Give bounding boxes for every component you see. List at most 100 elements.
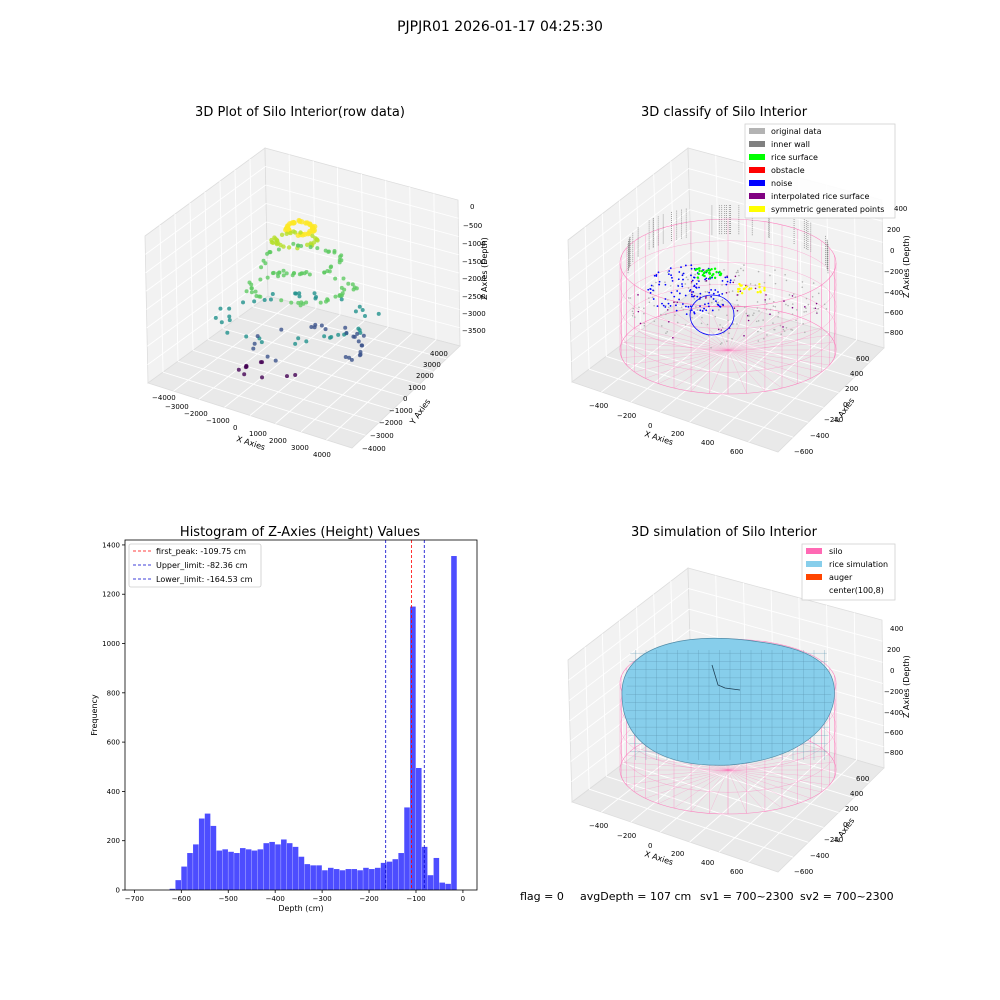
histogram-bar bbox=[398, 853, 404, 890]
scatter-point bbox=[322, 334, 327, 339]
silo-spoke bbox=[621, 762, 729, 771]
point-original bbox=[691, 316, 693, 319]
legend-entry-rice-surface: rice surface bbox=[749, 153, 818, 162]
scatter-point bbox=[360, 343, 365, 348]
raw-x-tick: −3000 bbox=[165, 403, 189, 411]
scatter-point bbox=[227, 306, 232, 311]
point-noise bbox=[650, 284, 653, 287]
silo-spoke bbox=[727, 349, 798, 384]
point-original bbox=[782, 328, 785, 331]
point-rice-surface bbox=[713, 276, 717, 280]
point-original bbox=[631, 314, 634, 317]
classify-z-tick: −800 bbox=[884, 329, 903, 337]
point-original bbox=[637, 294, 639, 296]
point-noise bbox=[656, 305, 659, 308]
histogram-bar bbox=[322, 870, 328, 890]
scatter-point bbox=[309, 324, 314, 329]
point-rice-surface bbox=[711, 274, 714, 277]
point-original bbox=[757, 330, 759, 333]
histogram-bar bbox=[286, 843, 293, 890]
silo-spoke bbox=[673, 349, 729, 389]
point-original bbox=[685, 276, 688, 279]
gridline bbox=[623, 342, 824, 408]
point-noise bbox=[705, 277, 708, 280]
point-original bbox=[733, 307, 736, 309]
classify-z-tick: −600 bbox=[884, 309, 903, 317]
histogram-x-ticks: −700 −600 −500 −400 −300 −200 −100 0 bbox=[125, 890, 465, 903]
point-original bbox=[777, 315, 779, 318]
scatter-point bbox=[242, 372, 247, 377]
silo-spoke bbox=[658, 316, 729, 351]
point-noise bbox=[685, 305, 687, 308]
classify-z-tick: −200 bbox=[884, 268, 903, 276]
legend-label: rice surface bbox=[771, 153, 818, 162]
point-original bbox=[779, 324, 782, 327]
silo-spoke bbox=[727, 349, 747, 394]
classify-x-ticks: −400 −200 0 200 400 600 bbox=[589, 402, 743, 456]
point-original bbox=[825, 308, 828, 310]
y-tick-label: 1000 bbox=[102, 640, 120, 648]
point-original bbox=[627, 297, 630, 299]
point-noise bbox=[710, 288, 713, 291]
point-noise bbox=[647, 288, 650, 291]
point-original bbox=[760, 327, 762, 330]
legend-label: rice simulation bbox=[829, 560, 888, 569]
raw-z-tick: −1000 bbox=[462, 240, 486, 248]
scatter-point bbox=[227, 318, 232, 323]
legend-swatch bbox=[749, 141, 765, 147]
point-noise bbox=[715, 300, 717, 303]
histogram-bar bbox=[222, 849, 228, 890]
point-rice-surface bbox=[698, 267, 701, 270]
raw-z-tick: −3000 bbox=[462, 310, 486, 318]
scatter-point bbox=[255, 334, 260, 339]
point-original bbox=[791, 303, 794, 305]
point-noise bbox=[668, 270, 671, 272]
scatter-point bbox=[319, 323, 324, 328]
scatter-point bbox=[311, 240, 317, 245]
legend-label: center(100,8) bbox=[829, 586, 884, 595]
point-original bbox=[720, 342, 723, 344]
silo-spoke bbox=[727, 769, 822, 793]
point-original bbox=[684, 324, 687, 326]
histogram-bar bbox=[445, 883, 451, 890]
point-original bbox=[762, 319, 764, 321]
point-noise bbox=[684, 264, 687, 267]
point-noise bbox=[669, 267, 672, 270]
classify-y-tick: 600 bbox=[856, 355, 869, 363]
scatter-point bbox=[307, 272, 312, 277]
silo-spoke bbox=[727, 327, 822, 351]
point-noise bbox=[707, 302, 710, 305]
histogram-bar bbox=[451, 556, 457, 890]
raw-y-tick: −1000 bbox=[389, 407, 413, 415]
histogram-bar bbox=[198, 818, 205, 890]
point-noise bbox=[677, 285, 680, 287]
point-original bbox=[774, 328, 776, 331]
gridline bbox=[715, 155, 720, 301]
point-original bbox=[780, 333, 782, 336]
point-noise bbox=[685, 313, 688, 316]
scatter-point bbox=[281, 273, 286, 278]
silo-spoke bbox=[727, 316, 798, 351]
point-noise bbox=[726, 280, 729, 283]
point-noise bbox=[687, 305, 690, 308]
raw-y-tick: −3000 bbox=[370, 432, 394, 440]
point-original bbox=[667, 271, 669, 273]
scatter-point bbox=[299, 243, 304, 248]
point-original bbox=[637, 310, 640, 313]
scatter-point bbox=[290, 273, 295, 278]
point-original bbox=[782, 326, 784, 328]
gridline bbox=[689, 608, 883, 663]
point-noise bbox=[695, 283, 698, 285]
scatter-point bbox=[270, 271, 275, 276]
silo-spoke bbox=[727, 769, 835, 778]
legend-swatch bbox=[749, 206, 765, 212]
point-original bbox=[801, 286, 804, 288]
scatter-point bbox=[353, 309, 358, 314]
point-noise bbox=[669, 305, 672, 307]
point-noise bbox=[692, 295, 695, 298]
scatter-point bbox=[322, 270, 327, 275]
classify-x-tick: 200 bbox=[671, 430, 684, 438]
point-original bbox=[700, 322, 703, 325]
raw-z-ticks: 0 −500 −1000 −1500 −2000 −2500 −3000 −35… bbox=[462, 203, 486, 335]
point-noise bbox=[714, 289, 717, 291]
